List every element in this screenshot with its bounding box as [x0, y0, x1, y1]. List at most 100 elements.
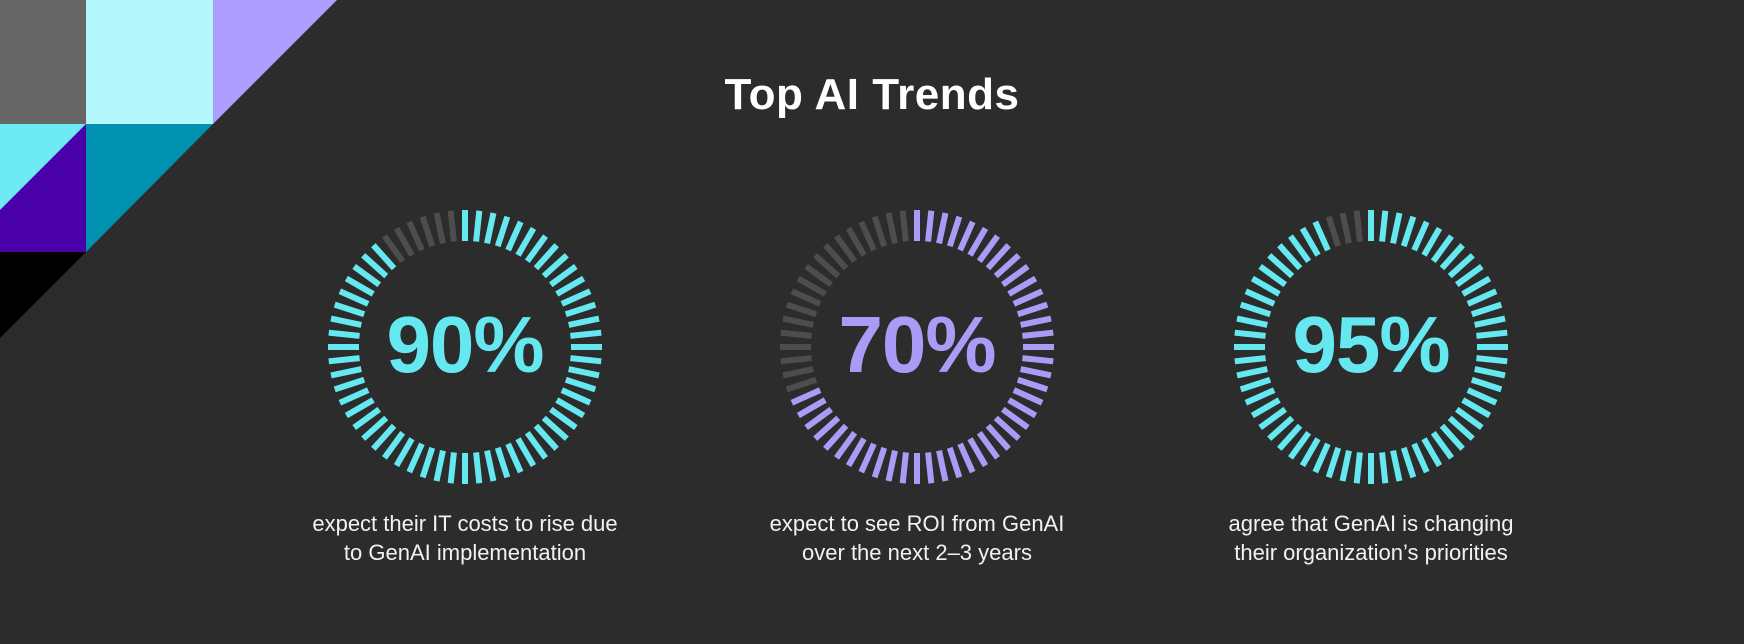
ring-tick-inactive [796, 275, 827, 297]
ring-tick-active [568, 366, 600, 379]
ring-tick-active [967, 437, 989, 468]
ring-tick-active [1244, 288, 1276, 307]
ring-tick-inactive [858, 220, 877, 252]
ring-tick-active [505, 220, 524, 252]
ring-tick-active [993, 415, 1021, 441]
stat-percent: 70% [838, 300, 996, 389]
ring-tick-active [946, 446, 963, 479]
ring-tick-active [494, 446, 511, 479]
ring-tick-active [1288, 430, 1312, 460]
ring-tick-active [494, 215, 511, 248]
ring-tick-inactive [406, 220, 425, 252]
ring-tick-active [1016, 301, 1049, 318]
caption-line: over the next 2–3 years [802, 540, 1032, 565]
ring-tick-active [560, 288, 592, 307]
ring-tick-active [1379, 452, 1389, 484]
ring-tick-active [1411, 220, 1430, 252]
ring-tick-active [957, 220, 976, 252]
ring-tick-active [328, 355, 360, 365]
ring-tick-active [564, 301, 597, 318]
ring-tick-active [871, 446, 888, 479]
ring-tick-active [1299, 226, 1321, 257]
ring-tick-active [936, 212, 949, 244]
ring-tick-inactive [845, 226, 867, 257]
ring-tick-active [344, 397, 375, 419]
ring-tick-active [1277, 423, 1303, 451]
ring-tick-active [328, 329, 360, 339]
caption-line: agree that GenAI is changing [1228, 511, 1514, 536]
ring-tick-inactive [393, 226, 415, 257]
ring-tick-active [406, 442, 425, 474]
ring-tick-active [524, 234, 548, 264]
ring-tick-active [1421, 437, 1443, 468]
ring-tick-active [1239, 376, 1272, 393]
ring-tick-active [570, 355, 602, 365]
ring-tick-active [548, 406, 578, 430]
ring-tick-active [393, 437, 415, 468]
ring-tick-active [1439, 243, 1465, 271]
ring-tick-active [352, 406, 382, 430]
ring-tick-active [1250, 397, 1281, 419]
ring-tick-active [1476, 329, 1508, 339]
stat-caption: expect their IT costs to rise due to Gen… [265, 509, 665, 567]
deco-teal-triangle [86, 124, 213, 252]
page-title: Top AI Trends [724, 70, 1020, 119]
ring-tick-active [1447, 415, 1475, 441]
ring-tick-active [1312, 442, 1331, 474]
ring-tick-inactive [419, 215, 436, 248]
ring-tick-active [1454, 406, 1484, 430]
ring-tick-active [1466, 387, 1498, 406]
ring-tick-active [419, 446, 436, 479]
deco-lightcyan-square [86, 0, 213, 124]
ring-tick-active [330, 366, 362, 379]
ring-tick-active [1000, 406, 1030, 430]
ring-tick-active [1236, 315, 1268, 328]
ring-tick-active [1474, 315, 1506, 328]
ring-tick-inactive [780, 329, 812, 339]
ring-tick-active [505, 442, 524, 474]
ring-tick-active [1476, 355, 1508, 365]
ring-tick-inactive [1325, 215, 1342, 248]
ring-tick-active [1400, 446, 1417, 479]
caption-line: their organization’s priorities [1234, 540, 1508, 565]
ring-tick-active [1353, 452, 1363, 484]
ring-tick-active [361, 415, 389, 441]
ring-tick-active [1250, 275, 1281, 297]
ring-tick-active [899, 452, 909, 484]
ring-tick-active [1022, 329, 1054, 339]
ring-tick-active [333, 376, 366, 393]
ring-tick-active [1411, 442, 1430, 474]
ring-tick-active [976, 430, 1000, 460]
ring-tick-active [484, 212, 497, 244]
ring-tick-inactive [823, 243, 849, 271]
ring-tick-active [925, 210, 935, 242]
ring-tick-active [1244, 387, 1276, 406]
ring-tick-inactive [433, 212, 446, 244]
deco-cyan-triangle [0, 124, 86, 210]
ring-tick-inactive [1353, 210, 1363, 242]
caption-line: to GenAI implementation [343, 540, 587, 565]
ring-tick-active [548, 264, 578, 288]
ring-tick-active [1430, 234, 1454, 264]
ring-tick-active [1474, 366, 1506, 379]
ring-tick-active [1454, 264, 1484, 288]
ring-tick-active [515, 437, 537, 468]
ring-tick-active [1466, 288, 1498, 307]
ring-tick-active [993, 253, 1021, 279]
ring-tick-active [1390, 450, 1403, 482]
ring-tick-active [533, 423, 559, 451]
ring-tick-active [473, 210, 483, 242]
ring-tick-active [352, 264, 382, 288]
ring-tick-active [1258, 264, 1288, 288]
deco-lavender-triangle [213, 0, 337, 124]
ring-tick-active [433, 450, 446, 482]
ring-tick-active [1234, 355, 1266, 365]
ring-tick-active [1400, 215, 1417, 248]
ring-tick-inactive [780, 355, 812, 365]
ring-tick-inactive [782, 315, 814, 328]
ring-tick-active [1430, 430, 1454, 460]
ring-tick-active [1012, 288, 1044, 307]
ring-tick-active [1022, 355, 1054, 365]
ring-tick-active [1447, 253, 1475, 279]
ring-tick-active [804, 406, 834, 430]
